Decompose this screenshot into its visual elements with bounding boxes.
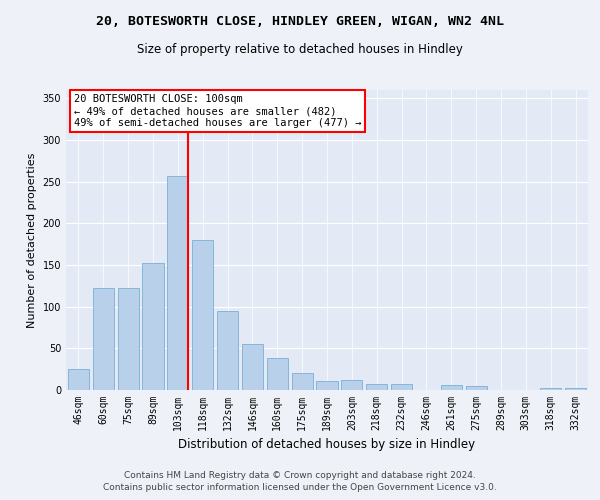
Text: Contains HM Land Registry data © Crown copyright and database right 2024.: Contains HM Land Registry data © Crown c… bbox=[124, 471, 476, 480]
Bar bbox=[217, 311, 238, 390]
X-axis label: Distribution of detached houses by size in Hindley: Distribution of detached houses by size … bbox=[178, 438, 476, 452]
Bar bbox=[68, 369, 89, 390]
Text: Size of property relative to detached houses in Hindley: Size of property relative to detached ho… bbox=[137, 42, 463, 56]
Bar bbox=[142, 262, 164, 390]
Bar bbox=[242, 344, 263, 390]
Bar bbox=[565, 388, 586, 390]
Bar bbox=[441, 385, 462, 390]
Bar bbox=[341, 380, 362, 390]
Bar bbox=[391, 384, 412, 390]
Bar bbox=[316, 381, 338, 390]
Text: Contains public sector information licensed under the Open Government Licence v3: Contains public sector information licen… bbox=[103, 484, 497, 492]
Bar bbox=[93, 288, 114, 390]
Bar bbox=[540, 388, 561, 390]
Text: 20, BOTESWORTH CLOSE, HINDLEY GREEN, WIGAN, WN2 4NL: 20, BOTESWORTH CLOSE, HINDLEY GREEN, WIG… bbox=[96, 15, 504, 28]
Bar bbox=[118, 288, 139, 390]
Bar bbox=[167, 176, 188, 390]
Bar bbox=[292, 374, 313, 390]
Bar bbox=[267, 358, 288, 390]
Bar bbox=[466, 386, 487, 390]
Y-axis label: Number of detached properties: Number of detached properties bbox=[27, 152, 37, 328]
Bar bbox=[192, 240, 213, 390]
Text: 20 BOTESWORTH CLOSE: 100sqm
← 49% of detached houses are smaller (482)
49% of se: 20 BOTESWORTH CLOSE: 100sqm ← 49% of det… bbox=[74, 94, 361, 128]
Bar bbox=[366, 384, 387, 390]
